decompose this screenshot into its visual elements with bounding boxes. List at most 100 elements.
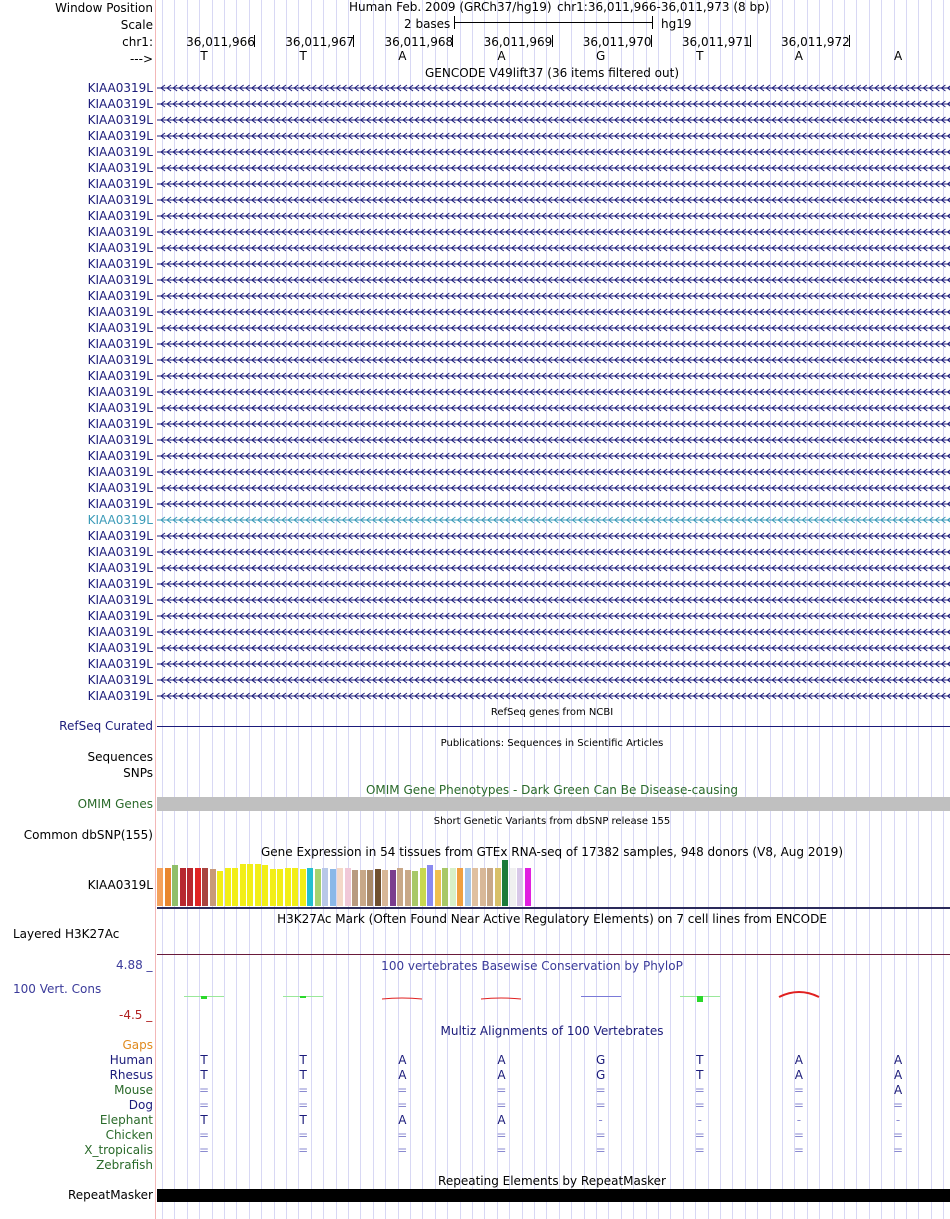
gencode-item-label[interactable]: KIAA0319L bbox=[87, 401, 153, 415]
gencode-item-line[interactable] bbox=[157, 180, 950, 188]
gencode-item-line[interactable] bbox=[157, 420, 950, 428]
gencode-item-label[interactable]: KIAA0319L bbox=[87, 449, 153, 463]
gtex-tissue-bar[interactable] bbox=[412, 871, 418, 906]
gtex-tissue-bar[interactable] bbox=[442, 868, 448, 906]
gtex-tissue-bar[interactable] bbox=[404, 870, 411, 906]
gtex-tissue-bar[interactable] bbox=[277, 869, 283, 906]
publications-label-2[interactable]: SNPs bbox=[123, 766, 153, 780]
gtex-tissue-bar[interactable] bbox=[524, 868, 531, 906]
gencode-item-label[interactable]: KIAA0319L bbox=[87, 129, 153, 143]
gencode-title[interactable]: GENCODE V49lift37 (36 items filtered out… bbox=[424, 66, 680, 80]
gencode-item-label[interactable]: KIAA0319L bbox=[87, 289, 153, 303]
position-text[interactable]: chr1:36,011,966-36,011,973 (8 bp) bbox=[557, 0, 770, 14]
gtex-tissue-bar[interactable] bbox=[352, 870, 358, 906]
gtex-tissue-bar[interactable] bbox=[322, 868, 328, 906]
gtex-tissue-bar[interactable] bbox=[314, 869, 321, 906]
gencode-item-line[interactable] bbox=[157, 452, 950, 460]
gencode-item-label[interactable]: KIAA0319L bbox=[87, 321, 153, 335]
gencode-item-label[interactable]: KIAA0319L bbox=[87, 513, 153, 527]
gencode-item-line[interactable] bbox=[157, 164, 950, 172]
multiz-species-label[interactable]: Zebrafish bbox=[96, 1158, 153, 1172]
gencode-item-label[interactable]: KIAA0319L bbox=[87, 577, 153, 591]
gtex-tissue-bar[interactable] bbox=[419, 868, 426, 906]
multiz-species-label[interactable]: Chicken bbox=[105, 1128, 153, 1142]
gencode-item-label[interactable]: KIAA0319L bbox=[87, 369, 153, 383]
gencode-item-line[interactable] bbox=[157, 644, 950, 652]
gtex-tissue-bar[interactable] bbox=[232, 868, 238, 906]
gencode-item-line[interactable] bbox=[157, 100, 950, 108]
multiz-species-label[interactable]: Dog bbox=[128, 1098, 153, 1112]
gtex-tissue-bar[interactable] bbox=[194, 868, 201, 906]
gencode-item-line[interactable] bbox=[157, 356, 950, 364]
gencode-item-line[interactable] bbox=[157, 548, 950, 556]
gencode-item-label[interactable]: KIAA0319L bbox=[87, 465, 153, 479]
gtex-tissue-bar[interactable] bbox=[269, 869, 276, 906]
multiz-species-label[interactable]: X_tropicalis bbox=[84, 1143, 153, 1157]
gtex-tissue-bar[interactable] bbox=[239, 864, 246, 906]
gtex-tissue-bar[interactable] bbox=[292, 868, 298, 906]
gencode-item-label[interactable]: KIAA0319L bbox=[87, 433, 153, 447]
multiz-species-label[interactable]: Rhesus bbox=[109, 1068, 153, 1082]
gtex-tissue-bar[interactable] bbox=[209, 869, 216, 906]
gencode-item-label[interactable]: KIAA0319L bbox=[87, 161, 153, 175]
gtex-tissue-bar[interactable] bbox=[359, 870, 366, 906]
gtex-tissue-bar[interactable] bbox=[517, 868, 523, 906]
gtex-tissue-bar[interactable] bbox=[449, 868, 456, 906]
gtex-tissue-bar[interactable] bbox=[427, 865, 433, 906]
gtex-tissue-bar[interactable] bbox=[487, 868, 493, 906]
gtex-tissue-bar[interactable] bbox=[367, 870, 373, 906]
refseq-label[interactable]: RefSeq Curated bbox=[59, 719, 153, 733]
gtex-label[interactable]: KIAA0319L bbox=[87, 878, 153, 892]
multiz-species-label[interactable]: Mouse bbox=[114, 1083, 153, 1097]
gtex-tissue-bar[interactable] bbox=[389, 870, 396, 906]
gencode-item-label[interactable]: KIAA0319L bbox=[87, 641, 153, 655]
gtex-tissue-bar[interactable] bbox=[254, 864, 261, 906]
gencode-item-label[interactable]: KIAA0319L bbox=[87, 225, 153, 239]
gtex-tissue-bar[interactable] bbox=[224, 868, 231, 906]
gencode-item-label[interactable]: KIAA0319L bbox=[87, 417, 153, 431]
gtex-tissue-bar[interactable] bbox=[262, 865, 268, 906]
gencode-item-label[interactable]: KIAA0319L bbox=[87, 481, 153, 495]
repeatmasker-label[interactable]: RepeatMasker bbox=[67, 1188, 153, 1202]
gencode-item-line[interactable] bbox=[157, 148, 950, 156]
gencode-item-label[interactable]: KIAA0319L bbox=[87, 241, 153, 255]
gencode-item-label[interactable]: KIAA0319L bbox=[87, 545, 153, 559]
gencode-item-label[interactable]: KIAA0319L bbox=[87, 177, 153, 191]
gencode-item-label[interactable]: KIAA0319L bbox=[87, 337, 153, 351]
gencode-item-label[interactable]: KIAA0319L bbox=[87, 97, 153, 111]
gencode-item-line[interactable] bbox=[157, 692, 950, 700]
gencode-item-line[interactable] bbox=[157, 404, 950, 412]
gtex-tissue-bar[interactable] bbox=[247, 864, 253, 906]
gtex-tissue-bar[interactable] bbox=[502, 860, 508, 906]
gencode-item-line[interactable] bbox=[157, 660, 950, 668]
refseq-line[interactable] bbox=[157, 726, 950, 727]
gtex-tissue-bar[interactable] bbox=[434, 870, 441, 906]
multiz-species-label[interactable]: Human bbox=[109, 1053, 153, 1067]
gtex-tissue-bar[interactable] bbox=[374, 869, 381, 906]
gtex-tissue-bar[interactable] bbox=[344, 868, 351, 906]
gencode-item-label[interactable]: KIAA0319L bbox=[87, 529, 153, 543]
gencode-item-line[interactable] bbox=[157, 372, 950, 380]
gtex-tissue-bar[interactable] bbox=[299, 869, 306, 906]
gtex-tissue-bar[interactable] bbox=[329, 869, 336, 906]
gencode-item-label[interactable]: KIAA0319L bbox=[87, 609, 153, 623]
gencode-item-line[interactable] bbox=[157, 436, 950, 444]
gtex-tissue-bar[interactable] bbox=[337, 868, 343, 906]
omim-bar[interactable] bbox=[157, 797, 950, 811]
gencode-item-line[interactable] bbox=[157, 468, 950, 476]
gencode-item-label[interactable]: KIAA0319L bbox=[87, 497, 153, 511]
gencode-item-line[interactable] bbox=[157, 516, 950, 524]
gtex-tissue-bar[interactable] bbox=[464, 868, 471, 906]
gencode-item-label[interactable]: KIAA0319L bbox=[87, 113, 153, 127]
gtex-tissue-bar[interactable] bbox=[179, 868, 186, 906]
gencode-item-label[interactable]: KIAA0319L bbox=[87, 273, 153, 287]
gtex-tissue-bar[interactable] bbox=[157, 868, 163, 906]
gencode-item-line[interactable] bbox=[157, 628, 950, 636]
gtex-tissue-bar[interactable] bbox=[202, 868, 208, 906]
gencode-item-label[interactable]: KIAA0319L bbox=[87, 561, 153, 575]
gencode-item-line[interactable] bbox=[157, 484, 950, 492]
gtex-tissue-bar[interactable] bbox=[307, 868, 313, 906]
multiz-species-label[interactable]: Gaps bbox=[122, 1038, 153, 1052]
multiz-species-label[interactable]: Elephant bbox=[99, 1113, 153, 1127]
gencode-item-line[interactable] bbox=[157, 324, 950, 332]
